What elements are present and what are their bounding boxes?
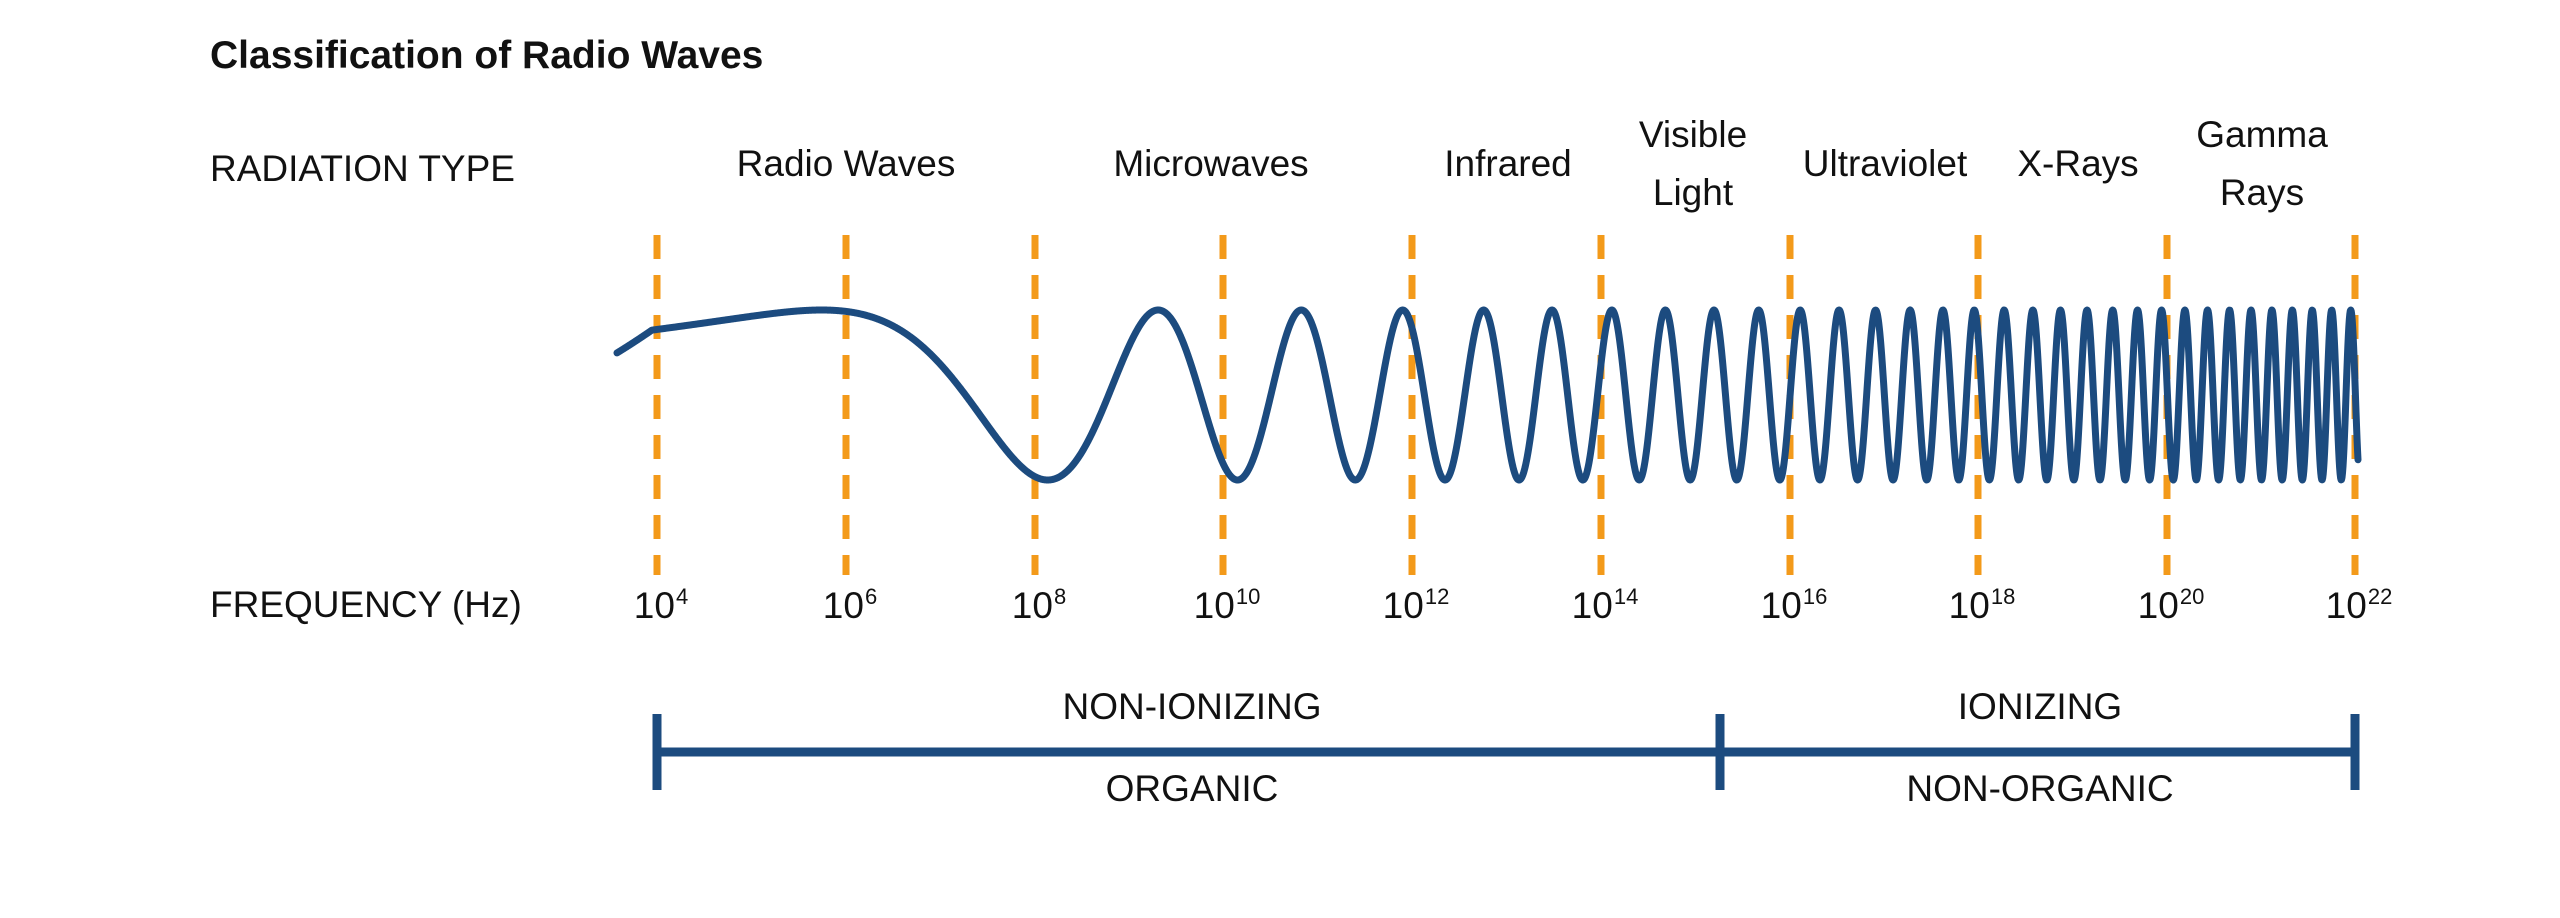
radiation-type-label: Ultraviolet [1803, 135, 1968, 193]
frequency-label: 1010 [1194, 584, 1261, 627]
frequency-exponent: 16 [1802, 584, 1828, 609]
frequency-base: 10 [1948, 585, 1990, 626]
frequency-label: 104 [634, 584, 688, 627]
radiation-type-label-line: Gamma [2196, 114, 2328, 155]
frequency-label: 1020 [2138, 584, 2205, 627]
frequency-exponent: 4 [675, 584, 689, 609]
radiation-type-label-line: Infrared [1444, 143, 1572, 184]
frequency-label: 108 [1012, 584, 1066, 627]
non-organic-label: NON-ORGANIC [1906, 768, 2174, 809]
non-ionizing-label: NON-IONIZING [1062, 686, 1322, 727]
frequency-base: 10 [2137, 585, 2179, 626]
frequency-label: 1012 [1383, 584, 1450, 627]
frequency-exponent: 10 [1235, 584, 1261, 609]
frequency-base: 10 [2325, 585, 2367, 626]
frequency-label: 1018 [1949, 584, 2016, 627]
frequency-exponent: 12 [1424, 584, 1450, 609]
frequency-label: 1016 [1761, 584, 1828, 627]
radiation-type-label-line: Microwaves [1113, 143, 1309, 184]
radiation-type-label-line: Ultraviolet [1802, 143, 1968, 184]
frequency-base: 10 [1193, 585, 1235, 626]
frequency-base: 10 [1760, 585, 1802, 626]
frequency-exponent: 20 [2179, 584, 2205, 609]
ionizing-label: IONIZING [1957, 686, 2123, 727]
radiation-type-label: Infrared [1444, 135, 1572, 193]
frequency-base: 10 [1011, 585, 1053, 626]
radiation-type-label: Visible Light [1639, 106, 1747, 222]
frequency-base: 10 [822, 585, 864, 626]
diagram-title: Classification of Radio Waves [210, 34, 764, 77]
frequency-exponent: 14 [1613, 584, 1639, 609]
frequency-label: 1022 [2326, 584, 2393, 627]
radiation-type-label-line: X-Rays [2017, 143, 2139, 184]
radiation-type-label: Microwaves [1113, 135, 1308, 193]
radiation-type-row-label: RADIATION TYPE [210, 148, 515, 189]
radiation-type-label-line: Visible [1638, 114, 1748, 155]
frequency-exponent: 6 [864, 584, 878, 609]
frequency-exponent: 22 [2367, 584, 2393, 609]
frequency-base: 10 [633, 585, 675, 626]
wave-curve [613, 306, 2362, 484]
radiation-type-label-line: Light [1652, 172, 1734, 213]
radiation-type-label-line: Radio Waves [736, 143, 956, 184]
radiation-type-label: X-Rays [2017, 135, 2138, 193]
frequency-base: 10 [1382, 585, 1424, 626]
radiation-type-label: Radio Waves [737, 135, 956, 193]
frequency-base: 10 [1571, 585, 1613, 626]
frequency-label: 1014 [1572, 584, 1639, 627]
frequency-row-label: FREQUENCY (Hz) [210, 584, 522, 625]
radiation-type-label: Gamma Rays [2196, 106, 2328, 222]
organic-label: ORGANIC [1105, 768, 1279, 809]
frequency-exponent: 8 [1053, 584, 1067, 609]
frequency-label: 106 [823, 584, 877, 627]
ionization-bracket [652, 714, 2360, 790]
radiation-type-label-line: Rays [2219, 172, 2305, 213]
frequency-exponent: 18 [1990, 584, 2016, 609]
